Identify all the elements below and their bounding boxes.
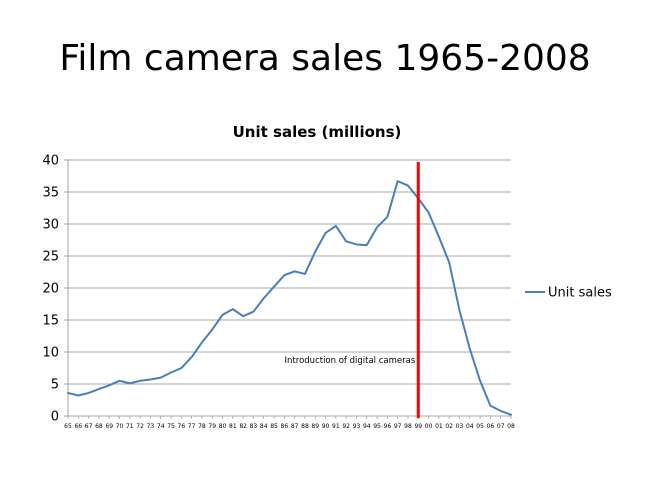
x-tick-label: 03 xyxy=(456,423,464,430)
x-tick-label: 65 xyxy=(64,423,72,430)
x-tick-label: 82 xyxy=(239,423,247,430)
slide-title: Film camera sales 1965-2008 xyxy=(59,38,591,79)
x-tick-label: 89 xyxy=(311,423,319,430)
annotation-label: Introduction of digital cameras xyxy=(285,356,416,366)
y-tick-label: 5 xyxy=(51,378,59,393)
y-tick-labels: 0 5 10 15 20 25 30 35 40 xyxy=(42,154,59,425)
x-tick-label: 77 xyxy=(188,423,196,430)
x-tick-label: 07 xyxy=(497,423,505,430)
x-tick-label: 95 xyxy=(373,423,381,430)
x-tick-label: 81 xyxy=(229,423,237,430)
x-tick-label: 80 xyxy=(219,423,227,430)
x-tick-label: 70 xyxy=(116,423,124,430)
x-tick-label: 84 xyxy=(260,423,268,430)
y-tick-label: 10 xyxy=(42,346,59,361)
x-tick-label: 86 xyxy=(281,423,289,430)
x-tick-label: 05 xyxy=(476,423,484,430)
x-tick-label: 66 xyxy=(74,423,82,430)
x-tick-label: 01 xyxy=(435,423,443,430)
x-tick-label: 85 xyxy=(270,423,278,430)
x-tick-labels: 65 66 67 68 69 70 71 72 73 74 75 76 77 78 79 80 81 82 83 84… xyxy=(64,423,515,430)
x-tick-label: 06 xyxy=(487,423,495,430)
series-line xyxy=(67,180,512,416)
x-tick-label: 67 xyxy=(85,423,93,430)
x-tick-label: 76 xyxy=(178,423,186,430)
x-tick-label: 04 xyxy=(466,423,474,430)
x-tick-label: 96 xyxy=(384,423,392,430)
x-tick-label: 83 xyxy=(250,423,258,430)
axes xyxy=(64,159,512,419)
x-tick-label: 72 xyxy=(136,423,144,430)
x-tick-label: 98 xyxy=(404,423,412,430)
x-tick-label: 08 xyxy=(507,423,515,430)
x-tick-label: 94 xyxy=(363,423,371,430)
x-tick-label: 90 xyxy=(322,423,330,430)
gridlines xyxy=(68,159,511,385)
y-tick-label: 20 xyxy=(42,282,59,297)
x-tick-label: 97 xyxy=(394,423,402,430)
x-tick-label: 88 xyxy=(301,423,309,430)
x-tick-label: 69 xyxy=(105,423,113,430)
x-tick-label: 79 xyxy=(208,423,216,430)
y-tick-label: 15 xyxy=(42,314,59,329)
series-lines xyxy=(67,180,512,416)
y-tick-label: 0 xyxy=(51,410,59,425)
y-tick-label: 30 xyxy=(42,218,59,233)
chart-title: Unit sales (millions) xyxy=(233,123,402,141)
x-tick-label: 74 xyxy=(157,423,165,430)
y-tick-label: 25 xyxy=(42,250,59,265)
x-tick-label: 71 xyxy=(126,423,134,430)
x-tick-label: 87 xyxy=(291,423,299,430)
x-tick-label: 68 xyxy=(95,423,103,430)
x-tick-label: 00 xyxy=(425,423,433,430)
x-tick-label: 91 xyxy=(332,423,340,430)
x-tick-label: 99 xyxy=(414,423,422,430)
x-tick-label: 73 xyxy=(147,423,155,430)
y-tick-label: 35 xyxy=(42,186,59,201)
y-tick-label: 40 xyxy=(42,154,59,169)
x-tick-label: 78 xyxy=(198,423,206,430)
legend-label: Unit sales xyxy=(548,286,612,301)
x-tick-label: 02 xyxy=(445,423,453,430)
x-tick-label: 75 xyxy=(167,423,175,430)
legend: Unit sales xyxy=(525,286,612,301)
x-tick-label: 92 xyxy=(342,423,350,430)
x-tick-label: 93 xyxy=(353,423,361,430)
